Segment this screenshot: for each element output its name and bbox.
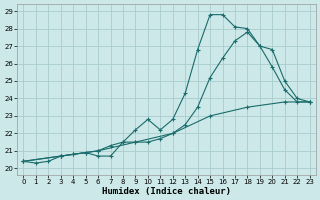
X-axis label: Humidex (Indice chaleur): Humidex (Indice chaleur)	[102, 187, 231, 196]
